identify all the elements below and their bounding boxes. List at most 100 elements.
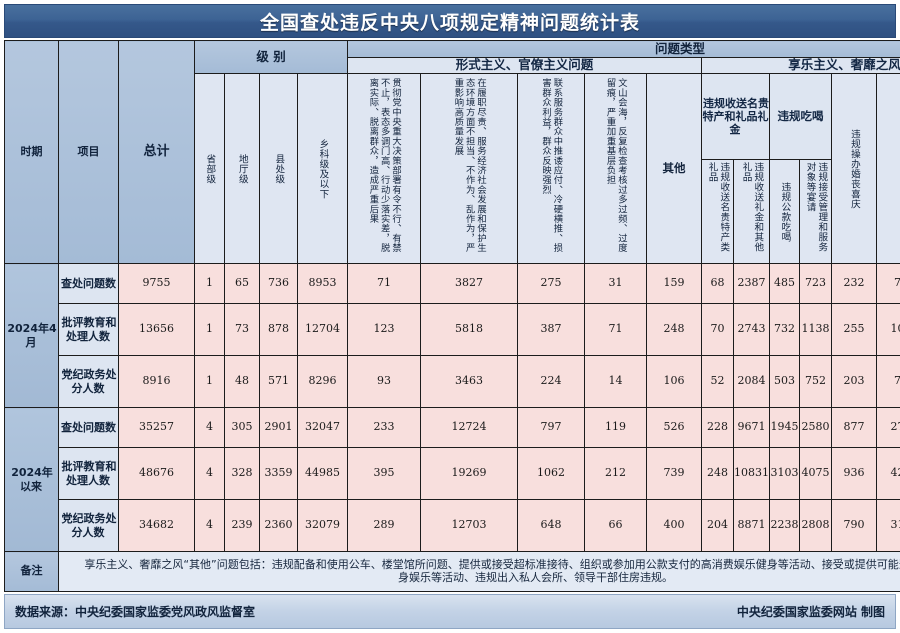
cell-formalism-2: 648 [517,499,586,552]
cell-formalism-1: 3463 [420,355,519,408]
header-formalism-col-2-label: 在履职尽责、服务经济社会发展和保护生态环境方面不担当、不作为、乱作为，严重影响高… [452,77,487,253]
cell-eat-0: 3103 [769,447,801,500]
header-level-xian-chu-label: 县处级 [273,153,285,184]
table-row: 党纪政务处分人数 34682 4 239 2360 32079 289 1270… [5,499,900,552]
cell-formalism-0: 395 [347,447,422,500]
header-hedonism-col-subsidy: 违规发放津补贴或福利 [876,73,900,264]
cell-formalism-1: 19269 [420,447,519,500]
header-hedonism-group-gift: 违规收送名贵特产和礼品礼金 [701,73,771,160]
cell-formalism-0: 289 [347,499,422,552]
cell-formalism-3: 119 [584,407,648,448]
table-row: 党纪政务处分人数 8916 1 48 571 8296 93 3463 224 … [5,355,900,408]
cell-level-2: 878 [259,303,298,356]
statistics-table: 时期 项目 总计 级 别 问题类型 形式主义、官僚主义问题 [4,40,900,592]
cell-level-1: 328 [224,447,260,500]
row-item: 批评教育和处理人数 [58,303,119,356]
cell-level-3: 12704 [296,303,349,356]
cell-level-1: 65 [224,263,260,304]
header-item-label: 项目 [77,145,100,159]
cell-gift-0: 248 [701,447,735,500]
row-item-label: 党纪政务处分人数 [61,512,117,539]
cell-total: 8916 [118,355,195,408]
cell-formalism-0: 123 [347,303,422,356]
header-formalism-col-3: 联系服务群众中推诿应付、冷硬横推、损害群众利益，群众反映强烈 [517,73,586,264]
cell-hedonism-0: 255 [831,303,878,356]
cell-gift-1: 2084 [733,355,771,408]
header-formalism-col-2: 在履职尽责、服务经济社会发展和保护生态环境方面不担当、不作为、乱作为，严重影响高… [420,73,519,264]
cell-formalism-other: 526 [646,407,703,448]
header-row-toplevel: 时期 项目 总计 级 别 问题类型 [4,40,900,264]
cell-eat-0: 732 [769,303,801,356]
header-level-sheng-bu: 省部级 [194,73,225,264]
row-item-label: 查处问题数 [61,420,116,434]
remark-label: 备注 [4,551,59,592]
header-formalism-col-3-label: 联系服务群众中推诿应付、冷硬横推、损害群众利益，群众反映强烈 [540,77,563,253]
header-hedonism-col-wedding: 违规操办婚丧喜庆 [831,73,878,264]
row-item: 党纪政务处分人数 [58,499,119,552]
header-row-leafcolumns: 违规收送名贵特产类礼品 违规收送礼金和其他礼品 违规公款吃喝 违规接受管理和服务… [5,159,900,264]
header-formalism-col-1: 贯彻党中央重大决策部署有令不行、有禁不止，表态多调门高、行动少落实差，脱离实际、… [347,73,422,264]
header-row-subcolumns: 省部级 地厅级 县处级 乡科级及以下 贯彻党中央重大决策部署有令不行、有禁不止，… [5,73,900,264]
table-row: 2024年4月 查处问题数 9755 1 65 736 8953 71 3827… [4,263,900,408]
row-item-label: 批评教育和处理人数 [61,316,117,343]
cell-eat-1: 1138 [799,303,833,356]
header-level-xiang-ke-label: 乡科级及以下 [317,138,329,199]
chart-credit-label: 中央纪委国家监委网站 制图 [736,605,885,619]
row-item-label: 党纪政务处分人数 [61,368,117,395]
cell-level-3: 8296 [296,355,349,408]
cell-formalism-2: 1062 [517,447,586,500]
cell-gift-1: 8871 [733,499,771,552]
cell-level-3: 32079 [296,499,349,552]
header-problem-type: 问题类型 [347,40,900,58]
header-eat-sub-1: 违规公款吃喝 [769,159,801,264]
row-item: 查处问题数 [58,407,119,448]
table-container: 时期 项目 总计 级 别 问题类型 形式主义、官僚主义问题 [4,40,900,592]
cell-level-0: 4 [194,499,225,552]
row-period-label: 2024年以来 [11,466,53,493]
table-row: 批评教育和处理人数 48676 4 328 3359 44985 395 192… [5,447,900,500]
row-item-label: 查处问题数 [61,276,116,290]
cell-level-2: 2901 [259,407,298,448]
cell-level-1: 48 [224,355,260,408]
cell-formalism-1: 3827 [420,263,519,304]
header-hedonism-col-wedding-label: 违规操办婚丧喜庆 [848,128,860,209]
cell-hedonism-1: 2792 [876,407,900,448]
cell-level-3: 44985 [296,447,349,500]
cell-gift-1: 10831 [733,447,771,500]
cell-formalism-0: 93 [347,355,422,408]
cell-formalism-2: 797 [517,407,586,448]
header-eat-sub-1-label: 违规公款吃喝 [779,181,791,242]
cell-hedonism-1: 3116 [876,499,900,552]
cell-hedonism-1: 732 [876,263,900,304]
cell-hedonism-0: 877 [831,407,878,448]
cell-level-1: 305 [224,407,260,448]
cell-level-3: 32047 [296,407,349,448]
cell-formalism-other: 739 [646,447,703,500]
cell-gift-1: 2387 [733,263,771,304]
remark-text: 享乐主义、奢靡之风“其他”问题包括：违规配备和使用公车、楼堂馆所问题、提供或接受… [84,558,900,584]
header-total: 总计 [118,40,195,264]
header-period-label: 时期 [20,145,43,159]
table-row: 批评教育和处理人数 13656 1 73 878 12704 123 5818 … [5,303,900,356]
cell-level-0: 1 [194,263,225,304]
cell-gift-1: 9671 [733,407,771,448]
cell-gift-0: 228 [701,407,735,448]
cell-total: 48676 [118,447,195,500]
cell-formalism-0: 233 [347,407,422,448]
table-row: 2024年以来 查处问题数 35257 4 305 2901 32047 233… [4,407,900,552]
header-group-hedonism-label: 享乐主义、奢靡之风问题 [788,57,900,73]
cell-level-0: 4 [194,407,225,448]
cell-eat-0: 503 [769,355,801,408]
cell-formalism-3: 66 [584,499,648,552]
header-level-group: 级 别 [193,40,349,74]
row-item: 查处问题数 [58,263,119,304]
cell-total: 13656 [118,303,195,356]
cell-formalism-other: 400 [646,499,703,552]
cell-eat-0: 485 [769,263,801,304]
cell-eat-1: 723 [799,263,833,304]
cell-total: 9755 [118,263,195,304]
header-gift-sub-2: 违规收送礼金和其他礼品 [733,159,771,264]
header-eat-sub-2-label: 违规接受管理和服务对象等宴请 [804,162,828,252]
cell-formalism-3: 71 [584,303,648,356]
